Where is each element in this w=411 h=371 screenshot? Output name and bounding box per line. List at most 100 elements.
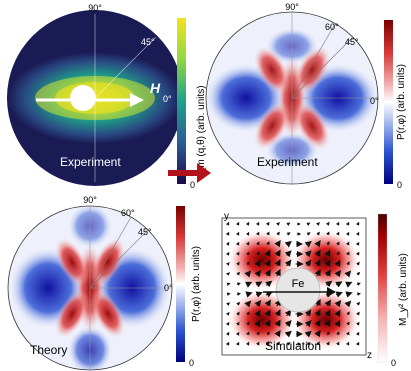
- magnetization-arrow: [356, 271, 361, 276]
- magnetization-arrow: [225, 331, 230, 336]
- magnetization-arrow: [236, 302, 241, 306]
- magnetization-arrow: [304, 250, 312, 258]
- magnetization-arrow: [316, 341, 320, 346]
- magnetization-arrow: [284, 330, 292, 338]
- magnetization-arrow: [225, 231, 230, 236]
- angle-0-label-c: 0°: [164, 283, 173, 293]
- colorbar-a-label: I_m (q,θ) (arb. units): [196, 85, 207, 176]
- magnetization-arrow: [284, 259, 292, 267]
- magnetization-arrow: [335, 291, 343, 298]
- magnetization-arrow: [254, 259, 261, 268]
- magnetization-arrow: [304, 330, 312, 338]
- magnetization-arrow: [346, 311, 350, 316]
- magnetization-arrow: [244, 270, 252, 278]
- magnetization-arrow: [256, 241, 260, 246]
- magnetization-arrow: [314, 259, 321, 267]
- magnetization-arrow: [255, 221, 260, 226]
- colorbar-c-label: P(r,φ) (arb. units): [191, 246, 202, 322]
- magnetization-arrow: [225, 341, 230, 346]
- magnetization-arrow: [236, 271, 241, 276]
- magnetization-arrow: [334, 319, 341, 328]
- magnetization-arrow: [256, 231, 260, 236]
- magnetization-arrow: [324, 319, 331, 327]
- magnetization-arrow: [334, 259, 341, 268]
- magnetization-arrow: [264, 259, 271, 267]
- magnetization-arrow: [355, 341, 360, 346]
- magnetization-arrow: [284, 240, 292, 248]
- magnetization-arrow: [334, 309, 341, 318]
- magnetization-arrow: [304, 320, 312, 328]
- angle-45-label-b: 45°: [345, 37, 359, 47]
- magnetization-arrow: [355, 331, 360, 336]
- magnetization-arrow: [345, 341, 350, 346]
- panel-a: H 90° 45° 0° Experiment 0 I_m (q,θ) (arb…: [7, 3, 207, 190]
- magnetization-arrow: [306, 342, 311, 346]
- magnetization-arrow: [276, 341, 280, 346]
- magnetization-arrow: [226, 282, 231, 286]
- magnetization-arrow: [274, 268, 281, 277]
- magnetization-arrow: [235, 241, 240, 246]
- magnetization-arrow: [265, 291, 273, 298]
- angle-45-label-c: 45°: [138, 227, 152, 237]
- magnetization-arrow: [254, 269, 262, 278]
- axis-y-label: y: [224, 211, 229, 222]
- magnetization-arrow: [336, 331, 340, 336]
- magnetization-arrow: [276, 221, 280, 226]
- magnetization-arrow: [254, 299, 262, 308]
- panel-b: 90° 60° 45° 0° Experiment 0 P(r,φ) (arb.…: [205, 2, 407, 190]
- magnetization-arrow: [316, 231, 320, 236]
- magnetization-arrow: [274, 329, 281, 338]
- magnetization-arrow: [356, 261, 360, 266]
- transform-arrow: [168, 163, 211, 183]
- magnetization-arrow: [314, 239, 321, 248]
- magnetization-arrow: [226, 302, 231, 306]
- magnetization-arrow: [286, 232, 291, 236]
- magnetization-arrow: [345, 291, 353, 298]
- magnetization-arrow: [235, 231, 240, 236]
- magnetization-arrow: [245, 291, 253, 298]
- magnetization-arrow: [246, 241, 250, 246]
- magnetization-arrow: [356, 282, 361, 286]
- magnetization-arrow: [276, 231, 280, 236]
- magnetization-arrow: [306, 222, 311, 226]
- magnetization-arrows: [225, 221, 361, 346]
- fe-label: Fe: [292, 278, 305, 290]
- magnetization-arrow: [326, 231, 330, 236]
- magnetization-arrow: [345, 231, 350, 236]
- magnetization-arrow: [274, 249, 281, 257]
- magnetization-arrow: [306, 232, 311, 236]
- magnetization-arrow: [255, 281, 263, 288]
- magnetization-arrow: [335, 281, 343, 288]
- magnetization-arrow: [236, 321, 240, 326]
- magnetization-arrow: [326, 331, 330, 336]
- magnetization-arrow: [286, 222, 291, 226]
- magnetization-arrow: [225, 261, 230, 266]
- magnetization-arrow: [304, 240, 312, 248]
- magnetization-arrow: [334, 269, 342, 278]
- magnetization-arrow: [236, 261, 240, 266]
- colorbar-b-label: P(r,φ) (arb. units): [396, 64, 407, 140]
- magnetization-arrow: [225, 311, 230, 316]
- magnetization-arrow: [336, 251, 340, 256]
- magnetization-arrow: [346, 261, 350, 266]
- field-label: H: [150, 80, 161, 96]
- magnetization-arrow: [284, 309, 292, 317]
- colorbar-c-zero: 0: [189, 358, 194, 368]
- magnetization-arrow: [304, 259, 312, 267]
- panel-a-caption: Experiment: [60, 155, 121, 169]
- magnetization-arrow: [324, 299, 331, 307]
- magnetization-arrow: [236, 311, 240, 316]
- magnetization-arrow: [266, 341, 270, 346]
- magnetization-arrow: [246, 321, 250, 326]
- magnetization-arrow: [325, 280, 333, 288]
- panel-b-caption: Experiment: [257, 155, 318, 169]
- colorbar-viridis: [177, 18, 186, 184]
- magnetization-arrow: [246, 311, 250, 316]
- magnetization-arrow: [264, 269, 271, 277]
- magnetization-arrow: [355, 251, 360, 256]
- colorbar-diverging-b: [384, 20, 393, 184]
- magnetization-arrow: [244, 300, 252, 308]
- magnetization-arrow: [226, 272, 231, 276]
- magnetization-arrow: [274, 239, 281, 248]
